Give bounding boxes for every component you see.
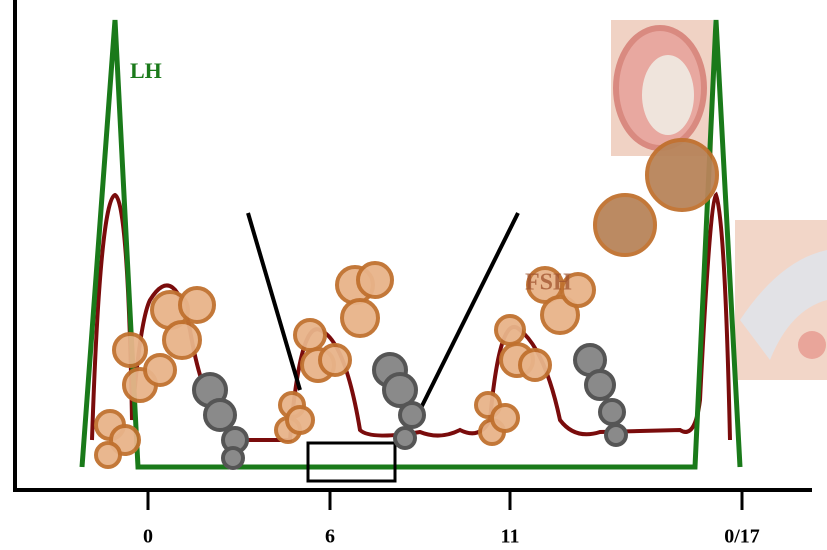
follicle-gray [586, 371, 614, 399]
lh-label: LH [130, 58, 162, 83]
tick-label: 0/17 [724, 526, 760, 548]
tick-label: 6 [325, 526, 335, 548]
follicle [114, 334, 146, 366]
follicle [295, 320, 325, 350]
follicle [647, 140, 717, 210]
follicle [320, 345, 350, 375]
follicle-gray [400, 403, 424, 427]
inset-antrum [642, 55, 694, 135]
follicle-gray [205, 400, 235, 430]
follicle [287, 407, 313, 433]
follicle [492, 405, 518, 431]
follicle [342, 300, 378, 336]
tick-label: 11 [501, 526, 520, 548]
follicle [180, 288, 214, 322]
tick-label: 0 [143, 526, 153, 548]
follicle-gray [606, 425, 626, 445]
fsh-label: FSH [525, 270, 572, 296]
page: LH FSH 06110/17 (() => { const data = JS… [0, 0, 827, 550]
follicle-gray [395, 428, 415, 448]
follicle [496, 316, 524, 344]
follicle [358, 263, 392, 297]
follicle-gray [223, 448, 243, 468]
follicle [595, 195, 655, 255]
follicle-gray [600, 400, 624, 424]
follicle [520, 350, 550, 380]
follicle [145, 355, 175, 385]
follicle [96, 443, 120, 467]
inset-ovum [798, 331, 826, 359]
diagram: LH FSH 0 6 11 0/17 [0, 0, 827, 550]
follicle [164, 322, 200, 358]
